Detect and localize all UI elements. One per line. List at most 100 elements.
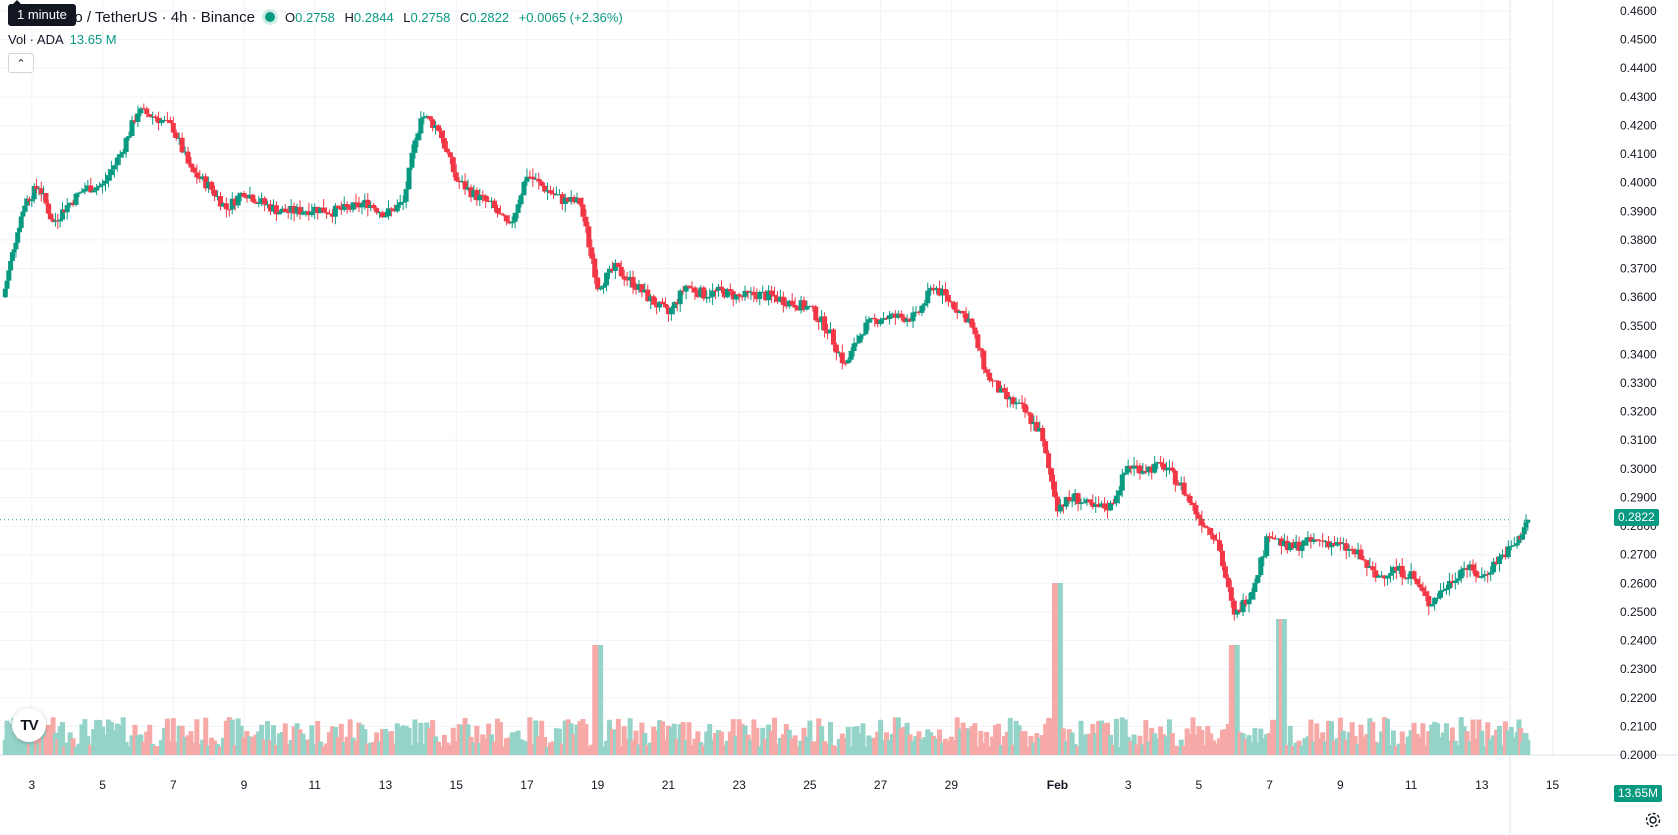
price-tick-label: 0.3400 (1620, 347, 1657, 361)
candle-body (1228, 587, 1234, 601)
candle-body (810, 306, 816, 308)
volume-bar (813, 741, 819, 755)
candle-body (727, 288, 733, 292)
volume-bar (1134, 744, 1140, 755)
gear-icon[interactable] (1644, 811, 1662, 829)
candle-body (312, 206, 318, 212)
volume-bar (680, 722, 686, 755)
price-tick-label: 0.3800 (1620, 233, 1657, 247)
candle-body (350, 202, 356, 210)
volume-bar (250, 737, 256, 755)
volume-bar (1063, 740, 1069, 755)
volume-bar (589, 744, 595, 755)
volume-bar (188, 731, 194, 755)
volume-bar (326, 732, 332, 755)
candle-body (680, 290, 686, 292)
candle-body (895, 313, 901, 318)
volume-bar (807, 720, 813, 755)
candle-body (24, 198, 30, 206)
candle-body (459, 181, 465, 183)
volume-bar (1337, 717, 1343, 755)
volume-bar (913, 736, 919, 755)
volume-bar (609, 729, 615, 755)
candle-body (1449, 580, 1455, 583)
volume-bar (309, 725, 315, 755)
volume-bar (377, 741, 383, 755)
volume-bar (409, 745, 415, 755)
candle-body (235, 195, 241, 206)
volume-bar (144, 731, 150, 755)
volume-bar (866, 735, 872, 755)
candle-body (1317, 540, 1323, 542)
candle-body (931, 287, 937, 291)
candle-body (1423, 591, 1429, 596)
volume-bar (380, 729, 386, 755)
volume-bar (1261, 738, 1267, 755)
volume-bar (1505, 730, 1511, 755)
candle-body (922, 303, 928, 306)
volume-bar (444, 742, 450, 755)
volume-bar (1270, 719, 1276, 755)
volume-bar (598, 645, 604, 755)
volume-bar (91, 728, 97, 755)
price-tick-label: 0.2500 (1620, 605, 1657, 619)
tradingview-logo[interactable]: TV (12, 708, 46, 742)
volume-bar (1482, 746, 1488, 755)
volume-bar (483, 738, 489, 755)
volume-bar (565, 719, 571, 755)
volume-bar (1078, 720, 1084, 755)
time-tick-label: 9 (1337, 778, 1344, 792)
volume-bar (984, 731, 990, 755)
volume-bar (1376, 742, 1382, 755)
volume-bar (1346, 732, 1352, 755)
candle-body (421, 116, 427, 119)
candle-body (18, 216, 24, 228)
volume-bar (833, 746, 839, 755)
volume-bar (825, 743, 831, 755)
candle-body (630, 276, 636, 288)
volume-label: Vol · ADA (8, 32, 64, 47)
volume-bar (536, 736, 542, 755)
volume-bar (621, 726, 627, 755)
collapse-legend-button[interactable]: ⌃ (8, 53, 34, 73)
time-tick-label: 3 (28, 778, 35, 792)
candle-body (433, 125, 439, 128)
symbol-title[interactable]: no / TetherUS · 4h · Binance (66, 8, 255, 26)
candle-body (550, 193, 556, 195)
volume-bar (1007, 717, 1013, 755)
volume-bar (1423, 745, 1429, 755)
volume-bar (1355, 744, 1361, 755)
volume-bar (1399, 731, 1405, 755)
volume-bar (359, 724, 365, 755)
volume-bar (542, 737, 548, 755)
volume-bar (220, 737, 226, 755)
volume-bar (1107, 734, 1113, 755)
candle-body (716, 286, 722, 291)
volume-bar (981, 742, 987, 755)
candle-body (347, 206, 353, 210)
candle-body (179, 137, 185, 153)
candle-body (707, 296, 713, 298)
volume-bar (1387, 745, 1393, 755)
candle-body (539, 181, 545, 186)
volume-bar (1211, 740, 1217, 755)
volume-bar (657, 720, 663, 755)
candle-body (85, 185, 91, 189)
candle-body (627, 276, 633, 280)
candle-body (1043, 441, 1049, 454)
candle-body (212, 189, 218, 197)
candle-body (64, 205, 70, 213)
candle-body (1222, 566, 1228, 578)
volume-bar (329, 726, 335, 755)
candle-body (763, 291, 769, 301)
candle-body (1004, 392, 1010, 400)
volume-bar (1060, 728, 1066, 755)
candle-body (1473, 570, 1479, 577)
time-tick-label: 19 (591, 778, 605, 792)
volume-bar (1143, 720, 1149, 755)
price-tick-label: 0.3600 (1620, 290, 1657, 304)
volume-bar (518, 739, 524, 755)
volume-legend[interactable]: Vol · ADA 13.65 M (8, 32, 117, 47)
price-tick-label: 0.3100 (1620, 433, 1657, 447)
